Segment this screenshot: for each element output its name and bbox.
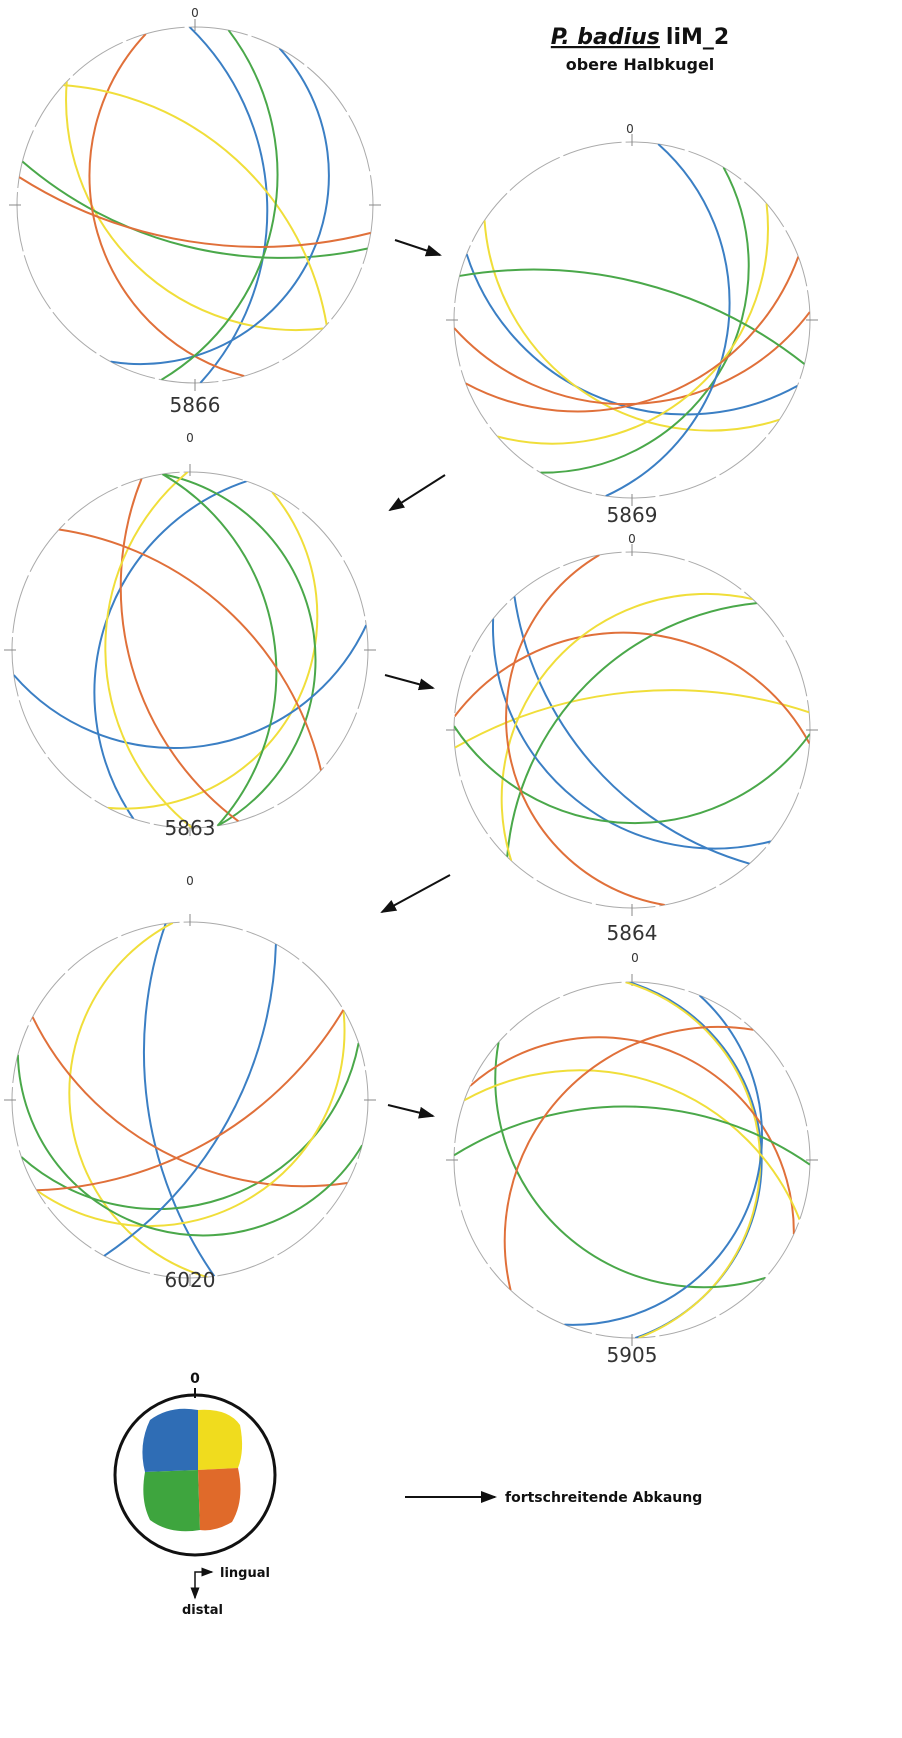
great-circle (454, 311, 810, 406)
great-circle (564, 994, 764, 1326)
great-circle (68, 922, 208, 1278)
net-north: 0 (628, 532, 636, 546)
great-circle (505, 554, 665, 906)
great-circle (110, 47, 330, 366)
stereonet: 0 5866 (9, 6, 381, 417)
great-circle (58, 528, 322, 771)
great-circle (107, 491, 319, 810)
arrow (394, 239, 442, 257)
great-circle (119, 478, 240, 823)
legend-circle (113, 1393, 277, 1557)
great-circles (454, 143, 810, 497)
great-circle (465, 256, 800, 413)
stereonet: 0 5905 (446, 951, 818, 1367)
great-circle (188, 27, 269, 383)
great-circle (31, 1016, 348, 1188)
great-circle (20, 1042, 360, 1211)
great-circle (160, 29, 279, 381)
net-label: 5864 (607, 921, 658, 945)
net-circle (453, 981, 811, 1339)
legend-progress: fortschreitende Abkaung (505, 1490, 702, 1506)
arrow (388, 474, 446, 512)
great-circle (503, 1025, 754, 1291)
great-circle (162, 473, 278, 827)
great-circles (454, 554, 810, 906)
tooth-green (143, 1470, 200, 1532)
net-label: 5863 (165, 816, 216, 840)
great-circle (500, 592, 753, 862)
great-circle (88, 33, 245, 378)
great-circles (18, 27, 372, 383)
great-circles (16, 922, 364, 1278)
net-north: 0 (626, 122, 634, 136)
net-label: 5869 (607, 503, 658, 527)
great-circle (36, 1009, 345, 1192)
great-circle (63, 84, 328, 325)
net-circle (453, 141, 811, 499)
great-circle (605, 143, 731, 497)
stereonet: 0 5864 (446, 532, 818, 945)
great-circle (454, 631, 810, 744)
net-label: 5905 (607, 1343, 658, 1367)
arrow (380, 874, 451, 913)
tooth-legend: 0 lingual distal (113, 1371, 277, 1618)
great-circle (103, 944, 277, 1257)
arrows (380, 239, 497, 1503)
tooth-yellow (198, 1409, 243, 1470)
legend-lingual: lingual (220, 1566, 270, 1581)
species: P. badius (551, 25, 660, 50)
great-circle (459, 268, 806, 365)
great-circle (65, 81, 324, 332)
great-circle (142, 923, 216, 1277)
great-circle (469, 1036, 795, 1235)
stereonet: 0 6020 (4, 874, 376, 1292)
subtitle: obere Halbkugel (566, 55, 715, 74)
great-circle (497, 203, 769, 445)
great-circle (18, 176, 372, 248)
net-circle (11, 921, 369, 1279)
great-circle (21, 160, 368, 259)
great-circle (454, 725, 810, 825)
great-circle (513, 596, 750, 865)
stereonet: 0 5869 (446, 122, 818, 527)
great-circles (13, 472, 368, 828)
great-circle (162, 473, 317, 827)
great-circle (506, 602, 757, 857)
great-circle (454, 1105, 810, 1166)
legend-north: 0 (190, 1371, 200, 1387)
great-circle (16, 1054, 364, 1237)
great-circle (454, 689, 810, 749)
tooth-orange (198, 1468, 241, 1531)
specimen: liM_2 (666, 25, 729, 50)
net-label: 6020 (165, 1268, 216, 1292)
great-circle (483, 220, 780, 432)
net-label: 5866 (170, 393, 221, 417)
net-north: 0 (186, 874, 194, 888)
tooth-blue (142, 1408, 198, 1472)
great-circle (13, 624, 368, 750)
great-circle (540, 166, 750, 474)
great-circle (93, 480, 247, 820)
net-north: 0 (631, 951, 639, 965)
net-north: 0 (191, 6, 199, 20)
great-circle (463, 1069, 801, 1221)
title: P. badius liM_2 (551, 25, 729, 50)
great-circle (104, 472, 193, 828)
great-circle (492, 618, 772, 850)
arrow (384, 674, 435, 691)
great-circle (465, 253, 798, 416)
great-circle (36, 1009, 346, 1228)
legend-distal: distal (182, 1603, 223, 1618)
stereonet: 0 5863 (4, 431, 376, 840)
nets: 0 5866 0 5869 0 5863 0 5864 0 6020 0 5905 (4, 6, 818, 1367)
net-north: 0 (186, 431, 194, 445)
great-circle (494, 1041, 766, 1289)
great-circles (454, 982, 810, 1338)
arrow (387, 1104, 435, 1119)
